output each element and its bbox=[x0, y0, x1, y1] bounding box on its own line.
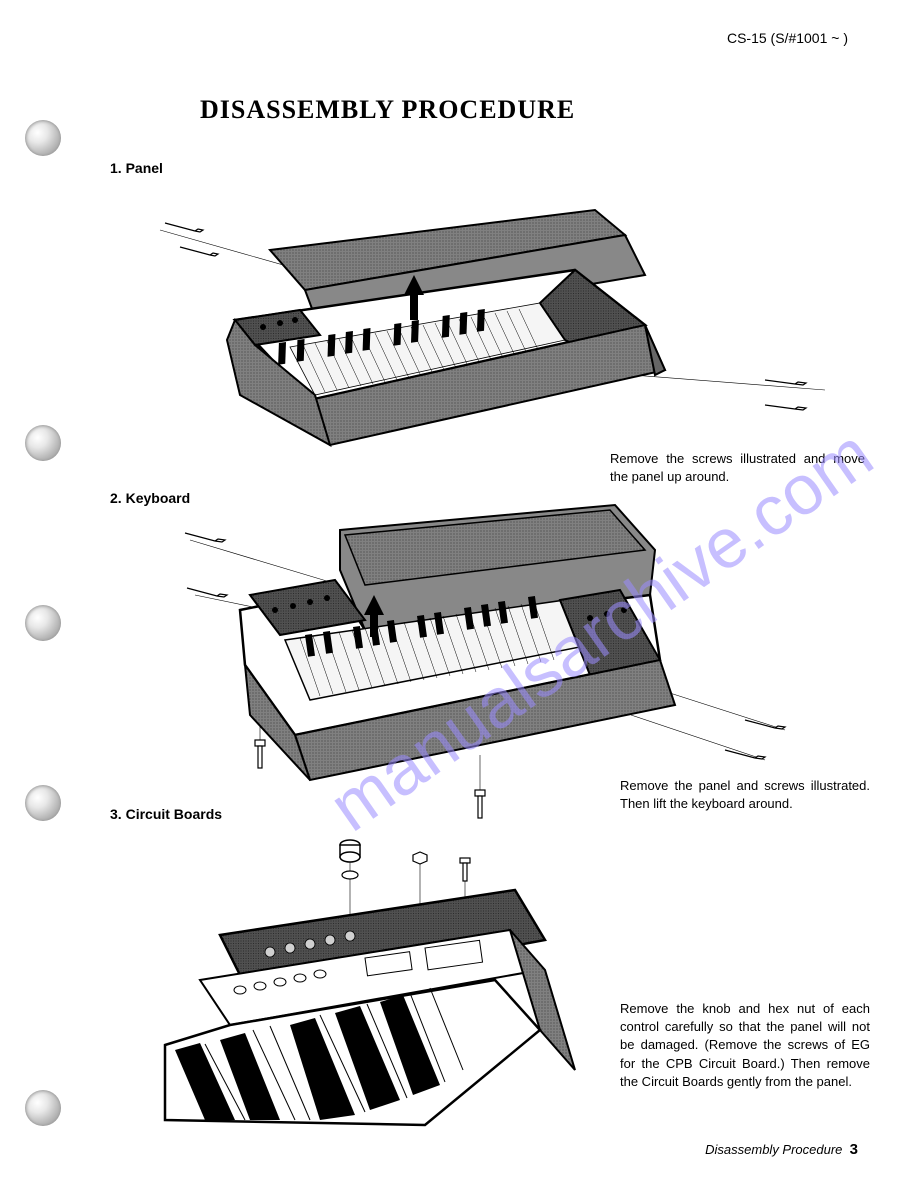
header-code: CS-15 (S/#1001 ~ ) bbox=[727, 30, 848, 46]
figure-keyboard bbox=[165, 500, 865, 820]
page-footer: Disassembly Procedure 3 bbox=[705, 1141, 858, 1158]
caption-3: Remove the knob and hex nut of each cont… bbox=[620, 1000, 870, 1091]
punch-hole bbox=[25, 425, 61, 461]
punch-hole bbox=[25, 120, 61, 156]
section-1-label: 1. Panel bbox=[110, 160, 163, 176]
section-3-label: 3. Circuit Boards bbox=[110, 806, 222, 822]
section-text: Circuit Boards bbox=[126, 806, 222, 822]
figure-circuit-boards bbox=[145, 830, 615, 1130]
punch-hole bbox=[25, 1090, 61, 1126]
caption-2: Remove the panel and screws illustrated.… bbox=[620, 777, 870, 813]
page-title: DISASSEMBLY PROCEDURE bbox=[200, 95, 575, 125]
footer-label: Disassembly Procedure bbox=[705, 1142, 842, 1157]
caption-1: Remove the screws illustrated and move t… bbox=[610, 450, 865, 486]
section-text: Panel bbox=[126, 160, 163, 176]
page: CS-15 (S/#1001 ~ ) DISASSEMBLY PROCEDURE… bbox=[0, 0, 918, 1188]
section-num: 1. bbox=[110, 160, 122, 176]
footer-page-number: 3 bbox=[850, 1141, 858, 1158]
punch-hole bbox=[25, 785, 61, 821]
section-num: 3. bbox=[110, 806, 122, 822]
section-num: 2. bbox=[110, 490, 122, 506]
figure-panel bbox=[145, 195, 865, 465]
punch-hole bbox=[25, 605, 61, 641]
